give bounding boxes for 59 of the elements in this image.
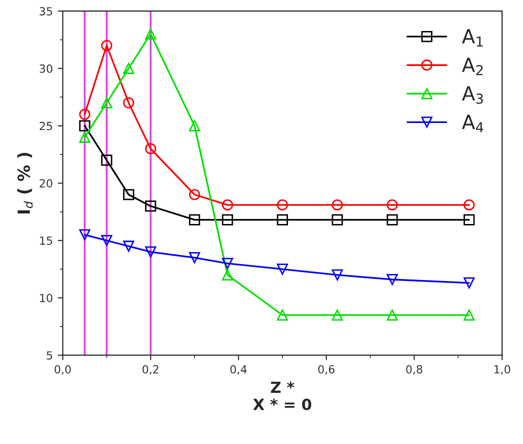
point — [222, 258, 234, 269]
point — [276, 199, 288, 210]
legend-label: A$_{1}$ — [462, 29, 483, 47]
point — [101, 154, 112, 166]
point — [386, 310, 398, 321]
x-axis-title: Z * X * = 0 — [253, 382, 312, 410]
point — [386, 199, 398, 210]
point — [123, 97, 134, 108]
point — [276, 214, 288, 226]
legend-label: A$_{4}$ — [462, 114, 484, 132]
x-tick-label: 0,8 — [406, 365, 422, 375]
y-axis-title: I$_{d}$ ( % ) — [17, 152, 33, 214]
y-tick-label: 10 — [40, 294, 52, 302]
point — [145, 28, 156, 40]
x-tick-label: 1,0 — [494, 365, 510, 375]
point — [464, 214, 475, 226]
point — [79, 120, 90, 132]
y-tick-label: 5 — [46, 351, 52, 360]
point — [464, 199, 475, 210]
point — [189, 120, 200, 132]
point — [332, 310, 343, 321]
point — [464, 277, 475, 288]
point — [123, 240, 134, 252]
point — [222, 199, 234, 210]
point — [79, 108, 90, 120]
point — [386, 214, 398, 226]
x-tick-label: 0,0 — [54, 365, 71, 375]
point — [276, 310, 288, 321]
point — [189, 189, 200, 200]
point — [79, 229, 90, 240]
y-tick-label: 15 — [40, 236, 52, 245]
legend-label: A$_{2}$ — [462, 58, 483, 76]
x-tick-label: 0,4 — [230, 365, 247, 375]
point — [222, 269, 234, 280]
point — [386, 274, 398, 286]
point — [101, 40, 112, 52]
y-tick-label: 35 — [40, 7, 52, 16]
point — [332, 269, 343, 280]
point — [332, 199, 343, 210]
point — [464, 310, 475, 321]
point — [79, 132, 90, 143]
point — [101, 97, 112, 108]
legend-label: A$_{3}$ — [462, 86, 483, 104]
x-tick-label: 0,6 — [318, 365, 334, 375]
point — [222, 214, 234, 226]
point — [332, 214, 343, 226]
point — [123, 62, 134, 74]
point — [145, 200, 156, 212]
point — [276, 264, 288, 275]
y-tick-label: 25 — [40, 122, 52, 130]
y-tick-label: 30 — [40, 64, 52, 73]
point — [101, 234, 112, 246]
point — [189, 252, 200, 264]
point — [189, 214, 200, 226]
point — [145, 143, 156, 154]
y-tick-label: 20 — [40, 179, 52, 188]
point — [145, 246, 156, 258]
point — [123, 189, 134, 200]
x-tick-label: 0,2 — [142, 365, 158, 375]
